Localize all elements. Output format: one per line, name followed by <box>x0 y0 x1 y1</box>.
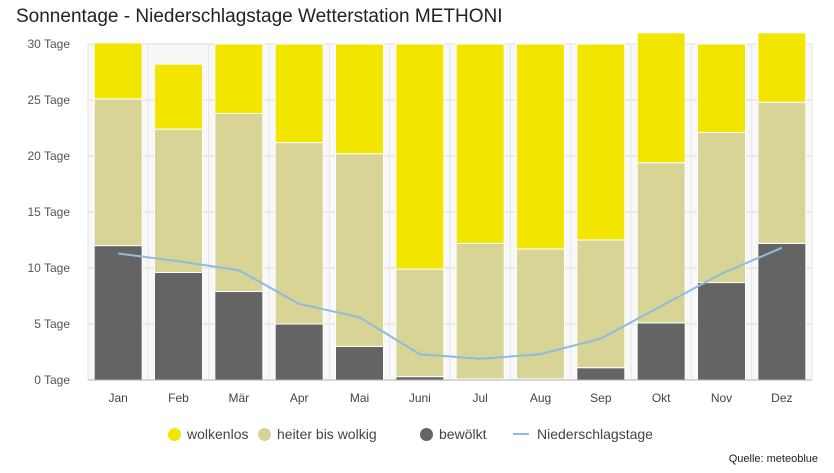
bar-bewoelkt-sep[interactable] <box>576 367 626 381</box>
legend-swatch-wolkenlos <box>168 427 181 441</box>
legend-item-bewoelkt[interactable]: bewölkt <box>420 426 486 442</box>
x-tick-label: Mär <box>228 391 249 405</box>
bar-heiter-bis-wolkig-maer[interactable] <box>214 112 264 293</box>
bar-heiter-bis-wolkig-nov[interactable] <box>697 131 746 284</box>
bar-wolkenlos-jul[interactable] <box>455 43 505 244</box>
bar-wolkenlos-mai[interactable] <box>335 43 384 155</box>
bar-wolkenlos-aug[interactable] <box>516 43 565 250</box>
legend-swatch-bewoelkt <box>420 427 433 441</box>
bar-heiter-bis-wolkig-jan[interactable] <box>93 98 143 247</box>
bar-wolkenlos-apr[interactable] <box>274 43 324 144</box>
bar-wolkenlos-maer[interactable] <box>214 43 264 114</box>
legend-item-heiter-bis-wolkig[interactable]: heiter bis wolkig <box>258 426 377 442</box>
legend-label-niederschlagstage: Niederschlagstage <box>537 426 653 442</box>
y-tick-label: 20 Tage <box>28 149 71 163</box>
bar-bewoelkt-nov[interactable] <box>697 282 746 381</box>
bar-heiter-bis-wolkig-dez[interactable] <box>757 101 807 244</box>
bar-heiter-bis-wolkig-juni[interactable] <box>395 268 445 378</box>
series-line-niederschlagstage[interactable] <box>118 246 783 360</box>
y-tick-label: 25 Tage <box>28 93 71 107</box>
bar-heiter-bis-wolkig-jul[interactable] <box>455 242 505 380</box>
legend-swatch-heiter-bis-wolkig <box>258 427 271 441</box>
bar-bewoelkt-jan[interactable] <box>93 245 143 381</box>
bar-wolkenlos-feb[interactable] <box>154 63 203 130</box>
x-tick-label: Feb <box>168 391 189 405</box>
y-tick-label: 15 Tage <box>28 205 71 219</box>
x-tick-label: Mai <box>350 391 369 405</box>
bar-wolkenlos-jan[interactable] <box>93 42 143 100</box>
bar-wolkenlos-sep[interactable] <box>576 43 626 241</box>
x-tick-label: Jul <box>472 391 487 405</box>
x-tick-label: Nov <box>711 391 732 405</box>
x-tick-label: Dez <box>771 391 792 405</box>
x-tick-label: Jan <box>108 391 127 405</box>
bar-heiter-bis-wolkig-aug[interactable] <box>516 248 565 380</box>
x-tick-label: Aug <box>530 391 551 405</box>
y-tick-label: 0 Tage <box>34 373 70 387</box>
bar-heiter-bis-wolkig-okt[interactable] <box>636 162 686 324</box>
legend-item-wolkenlos[interactable]: wolkenlos <box>168 426 248 442</box>
x-tick-label: Okt <box>652 391 671 405</box>
bar-bewoelkt-juni[interactable] <box>395 376 445 381</box>
bar-bewoelkt-okt[interactable] <box>636 322 686 381</box>
x-tick-label: Sep <box>590 391 612 405</box>
source-credit: Quelle: meteoblue <box>728 453 818 465</box>
legend-swatch-niederschlagstage <box>513 433 529 435</box>
bar-bewoelkt-maer[interactable] <box>214 291 264 381</box>
bar-wolkenlos-nov[interactable] <box>697 43 746 133</box>
bar-wolkenlos-okt[interactable] <box>636 32 686 164</box>
legend-item-niederschlagstage[interactable]: Niederschlagstage <box>513 426 653 442</box>
bar-heiter-bis-wolkig-feb[interactable] <box>154 128 203 273</box>
chart-title: Sonnentage - Niederschlagstage Wettersta… <box>16 6 503 27</box>
bar-bewoelkt-apr[interactable] <box>274 323 324 381</box>
x-tick-label: Juni <box>409 391 431 405</box>
legend-label-bewoelkt: bewölkt <box>439 426 487 442</box>
bar-heiter-bis-wolkig-sep[interactable] <box>576 239 626 369</box>
bar-heiter-bis-wolkig-apr[interactable] <box>274 142 324 325</box>
y-tick-label: 5 Tage <box>34 317 70 331</box>
legend-label-wolkenlos: wolkenlos <box>187 426 249 442</box>
bar-bewoelkt-mai[interactable] <box>335 345 384 381</box>
bar-wolkenlos-juni[interactable] <box>395 43 445 270</box>
bar-wolkenlos-dez[interactable] <box>757 32 807 103</box>
y-tick-label: 10 Tage <box>28 261 71 275</box>
bar-bewoelkt-feb[interactable] <box>154 271 203 381</box>
y-tick-label: 30 Tage <box>28 37 71 51</box>
bar-bewoelkt-dez[interactable] <box>757 242 807 381</box>
legend-label-heiter-bis-wolkig: heiter bis wolkig <box>277 426 377 442</box>
x-tick-label: Apr <box>290 391 309 405</box>
